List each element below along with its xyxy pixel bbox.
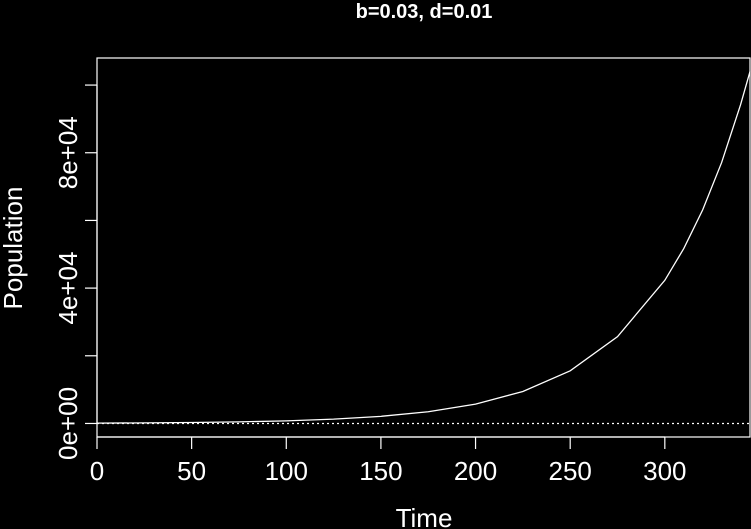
chart-title: b=0.03, d=0.01 — [356, 1, 493, 23]
y-axis-label: Population — [0, 187, 28, 310]
y-tick-label: 4e+04 — [53, 252, 83, 325]
population-series-line — [96, 71, 751, 424]
plot-frame — [96, 57, 751, 438]
x-tick-label: 0 — [90, 456, 104, 486]
x-axis-label: Time — [396, 503, 453, 529]
x-axis: 0 50 100 150 200 250 300 — [90, 436, 687, 486]
y-axis: 0e+00 4e+04 8e+04 — [53, 84, 98, 460]
x-tick-label: 300 — [643, 456, 686, 486]
x-tick-label: 250 — [548, 456, 591, 486]
x-tick-label: 150 — [359, 456, 402, 486]
y-tick-label: 0e+00 — [53, 387, 83, 460]
x-tick-label: 50 — [177, 456, 206, 486]
x-tick-label: 100 — [265, 456, 308, 486]
y-tick-label: 8e+04 — [53, 116, 83, 189]
x-tick-label: 200 — [454, 456, 497, 486]
